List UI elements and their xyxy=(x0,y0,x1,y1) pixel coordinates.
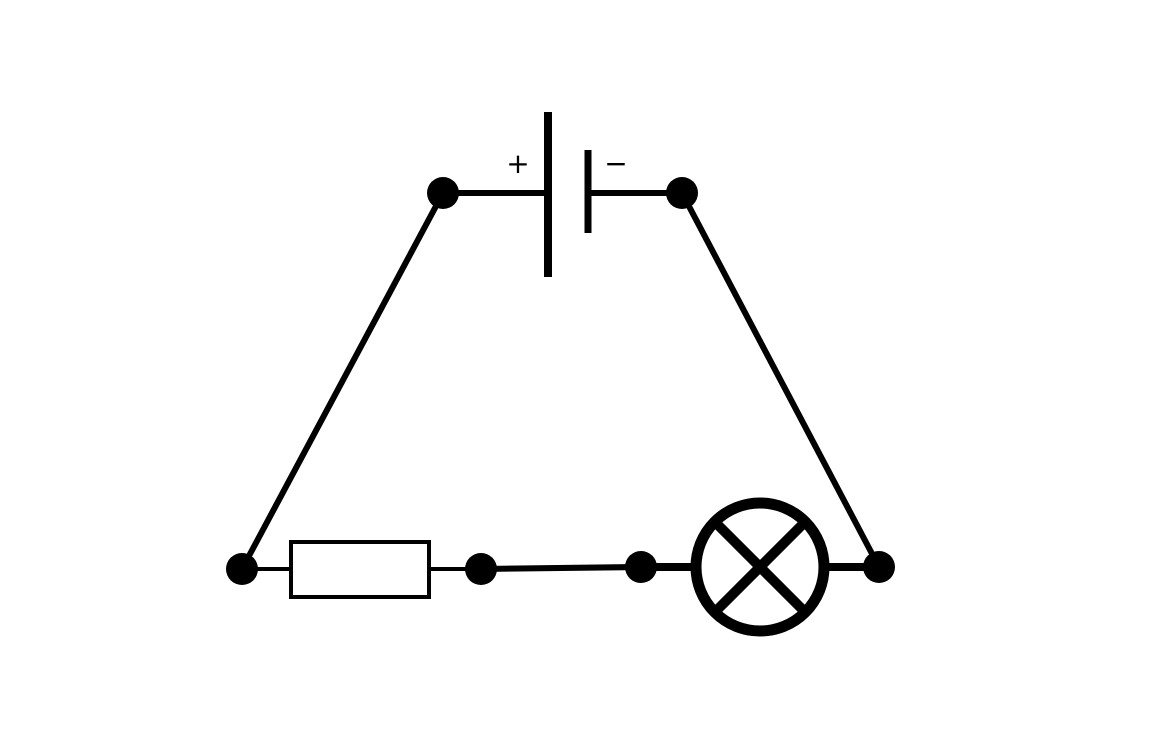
resistor-right-node xyxy=(465,553,497,585)
wire-right-diagonal xyxy=(679,190,882,570)
battery: + − xyxy=(506,112,628,277)
resistor-icon xyxy=(289,540,431,599)
battery-negative-node xyxy=(666,177,698,209)
junction-nodes xyxy=(226,177,895,585)
wires xyxy=(239,190,883,572)
battery-positive-label: + xyxy=(506,147,529,180)
battery-negative-label: − xyxy=(604,147,627,180)
bottom-left-node xyxy=(226,553,258,585)
lamp xyxy=(690,497,830,637)
lamp-icon xyxy=(690,497,830,637)
wire-middle xyxy=(478,564,644,572)
wire-left-diagonal xyxy=(239,190,446,572)
battery-positive-node xyxy=(427,177,459,209)
resistor xyxy=(289,540,431,599)
battery-icon xyxy=(544,112,592,277)
lamp-left-node xyxy=(625,551,657,583)
bottom-right-node xyxy=(863,551,895,583)
